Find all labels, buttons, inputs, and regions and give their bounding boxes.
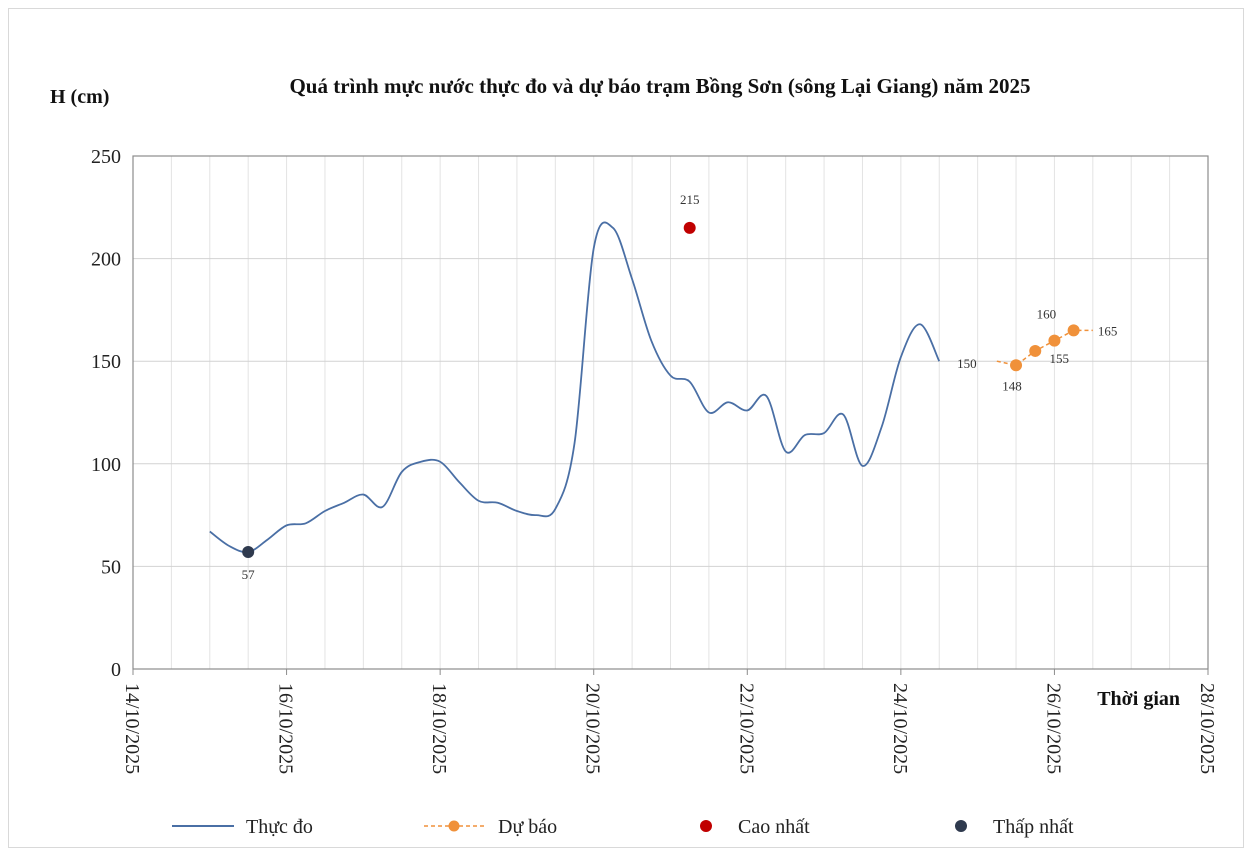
x-tick-label: 20/10/2025 [582,683,604,774]
legend-label: Cao nhất [738,816,810,838]
x-tick-label: 28/10/2025 [1196,683,1218,774]
y-tick-label: 250 [91,146,121,168]
x-tick-label: 14/10/2025 [121,683,143,774]
chart-frame [8,8,1244,848]
forecast-point [1067,324,1080,337]
forecast-point [1010,359,1023,372]
legend-label: Dự báo [498,816,557,838]
data-label: 150 [957,356,977,371]
data-label: 148 [1002,378,1022,393]
data-label: 215 [680,192,700,207]
x-tick-label: 22/10/2025 [735,683,757,774]
legend-item: Cao nhất [700,816,810,838]
legend-marker [955,820,967,832]
x-axis-label: Thời gian [1097,688,1180,710]
series-layer [209,221,1093,559]
chart-title: Quá trình mực nước thực đo và dự báo trạ… [289,74,1030,98]
legend-item: Thực đo [172,816,313,838]
legend: Thực đo Dự báo Cao nhất Thấp nhất [172,816,1074,838]
data-label: 57 [242,567,256,582]
grid [132,155,1209,670]
x-tick-label: 26/10/2025 [1042,683,1064,774]
x-axis: 14/10/2025 16/10/2025 18/10/2025 20/10/2025… [121,669,1218,774]
forecast-point [1048,334,1061,347]
legend-item: Dự báo [424,816,557,838]
y-tick-label: 100 [91,454,121,476]
x-tick-label: 18/10/2025 [428,683,450,774]
observed-line [209,221,941,554]
legend-marker-forecast [448,820,460,832]
data-labels: 215 57 150 148 155 160 165 [242,192,1118,582]
x-tick-label: 16/10/2025 [275,683,297,774]
legend-item: Thấp nhất [955,816,1074,838]
min-point [242,546,255,559]
y-axis-label: H (cm) [50,86,109,108]
data-label: 155 [1049,351,1069,366]
legend-label: Thực đo [246,816,313,838]
data-label: 160 [1037,307,1057,322]
max-point [683,221,696,234]
forecast-line [996,329,1093,367]
data-label: 165 [1098,323,1118,338]
y-tick-label: 50 [101,556,121,578]
y-tick-label: 150 [91,351,121,373]
y-tick-label: 0 [111,659,121,681]
y-tick-label: 200 [91,249,121,271]
y-axis: 0 50 100 150 200 250 [91,146,121,681]
plot-area [132,155,1209,670]
legend-label: Thấp nhất [993,816,1074,838]
forecast-point [1029,344,1042,357]
legend-marker [700,820,712,832]
x-tick-label: 24/10/2025 [889,683,911,774]
